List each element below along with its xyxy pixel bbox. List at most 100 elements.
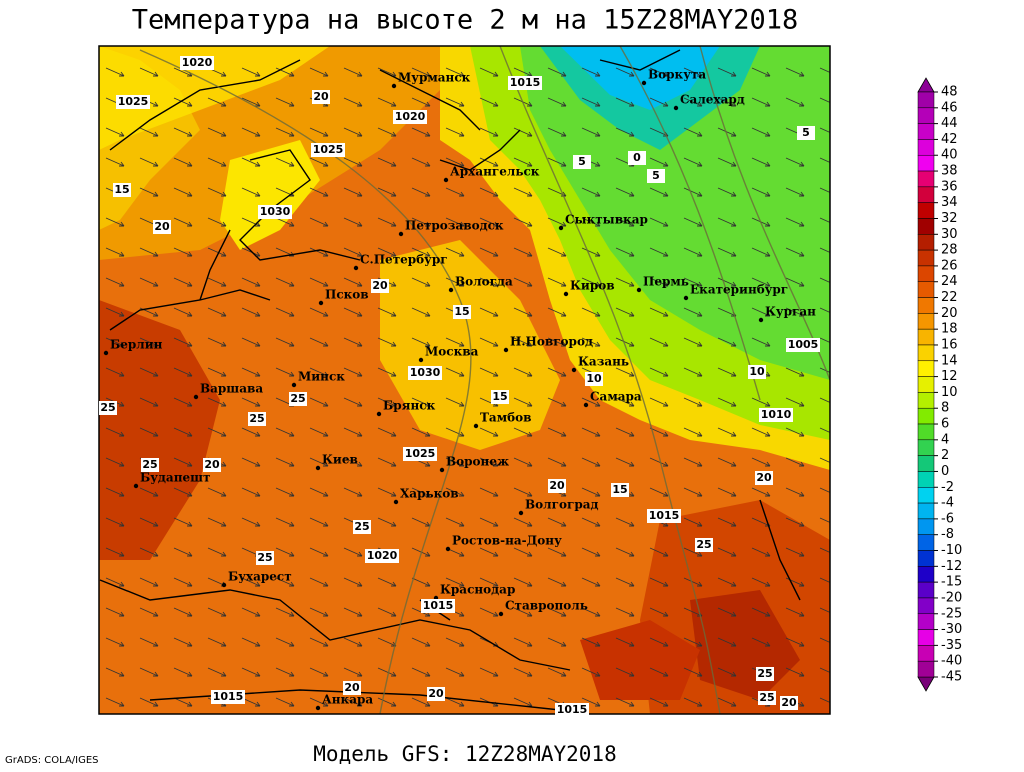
colorbar-label: -6 — [941, 511, 954, 526]
city-dot — [518, 510, 524, 516]
colorbar-segment — [917, 534, 935, 551]
contour-label-box — [312, 90, 330, 104]
city-label: Киров — [570, 279, 615, 293]
colorbar-segment — [917, 154, 935, 172]
isobar-label-box — [258, 205, 292, 219]
colorbar-label: -20 — [941, 590, 962, 605]
colorbar-label: -25 — [941, 606, 962, 621]
city-label: Брянск — [383, 399, 436, 413]
city-label: Петрозаводск — [405, 219, 504, 233]
contour-label-box — [289, 392, 307, 406]
colorbar-label: -30 — [941, 622, 962, 637]
city-label: Киев — [322, 453, 358, 467]
contour-label-box — [99, 401, 117, 415]
city-dot — [498, 611, 504, 617]
city-label: Воронеж — [446, 455, 509, 469]
colorbar-segment — [917, 234, 935, 251]
city-label: Бухарест — [228, 570, 292, 584]
colorbar-label: -15 — [941, 575, 962, 590]
contour-label-box — [141, 458, 159, 472]
isobar-label-box — [116, 95, 150, 109]
city-label: Псков — [325, 288, 369, 302]
contour-label-box — [585, 372, 603, 386]
isobar-label-box — [508, 76, 542, 90]
colorbar-segment — [917, 265, 935, 282]
contour-label: 15 — [114, 183, 129, 196]
city-label: Самара — [590, 390, 642, 404]
contour-label-box — [353, 520, 371, 534]
city-dot — [221, 582, 227, 588]
contour-label-box — [256, 551, 274, 565]
colorbar-segment — [917, 170, 935, 188]
contour-label-box — [371, 279, 389, 293]
isobar-label: 1030 — [410, 366, 441, 379]
isobar-label: 1025 — [118, 95, 149, 108]
colorbar-label: 0 — [941, 464, 949, 479]
contour-label: 5 — [578, 155, 586, 168]
contour-label: 25 — [757, 667, 772, 680]
contour-label: 15 — [492, 390, 507, 403]
contour-label-box — [153, 220, 171, 234]
isobar-label: 1020 — [367, 549, 398, 562]
city-label: Сыктывкар — [565, 213, 648, 227]
title: Температура на высоте 2 м на 15Z28MAY201… — [132, 5, 798, 36]
colorbar-segment — [917, 629, 935, 646]
city-dot — [448, 287, 454, 293]
isobar-label-box — [421, 599, 455, 613]
city-dot — [398, 231, 404, 237]
city-label: Харьков — [400, 487, 459, 501]
isobar-label-box — [647, 509, 681, 523]
colorbar-label: 26 — [941, 258, 958, 273]
contour-label: 20 — [428, 687, 444, 700]
isobar-label: 1025 — [313, 143, 344, 156]
city-label: Берлин — [110, 338, 163, 352]
city-dot — [445, 546, 451, 552]
contour-label: 5 — [652, 169, 660, 182]
isobar-label-box — [408, 366, 442, 380]
isobar-label: 1020 — [182, 56, 213, 69]
isobar-label-box — [555, 703, 589, 717]
contour-label: 20 — [154, 220, 170, 233]
city-dot — [636, 287, 642, 293]
colorbar-segment — [917, 645, 935, 662]
isobar-label: 1015 — [213, 690, 244, 703]
contour-label: 5 — [802, 126, 810, 139]
isobar-label-box — [403, 447, 437, 461]
colorbar-label: 4 — [941, 432, 949, 447]
colorbar-segment — [917, 407, 935, 425]
contour-label: 20 — [344, 681, 360, 694]
city-label: Салехард — [680, 93, 745, 107]
city-dot — [641, 80, 647, 86]
city-dot — [673, 105, 679, 111]
contour-label-box — [748, 365, 766, 379]
colorbar-label: 32 — [941, 211, 958, 226]
colorbar-label: 34 — [941, 195, 958, 210]
contour-label: 15 — [454, 305, 469, 318]
city-label: Архангельск — [450, 165, 540, 179]
contour-label: 10 — [586, 372, 602, 385]
colorbar-label: 40 — [941, 148, 958, 163]
contour-label-box — [628, 151, 646, 165]
contour-label: 20 — [313, 90, 329, 103]
city-label: Воркута — [648, 68, 706, 82]
city-dot — [473, 423, 479, 429]
colorbar-segment — [917, 550, 935, 567]
isobar-label-box — [365, 549, 399, 563]
colorbar-segment — [917, 91, 935, 109]
contour-label: 25 — [142, 458, 157, 471]
contour-label-box — [758, 691, 776, 705]
city-dot — [133, 483, 139, 489]
city-dot — [393, 499, 399, 505]
contour-label: 15 — [612, 483, 627, 496]
contour-label-box — [548, 479, 566, 493]
city-dot — [418, 357, 424, 363]
colorbar-segment — [917, 281, 935, 298]
city-label: С.Петербург — [360, 253, 448, 267]
city-dot — [315, 705, 321, 711]
isobar-label: 1015 — [423, 599, 454, 612]
colorbar-label: 46 — [941, 100, 958, 115]
colorbar-end — [917, 77, 935, 93]
colorbar-label: -40 — [941, 654, 962, 669]
isobar-label: 1010 — [761, 408, 792, 421]
